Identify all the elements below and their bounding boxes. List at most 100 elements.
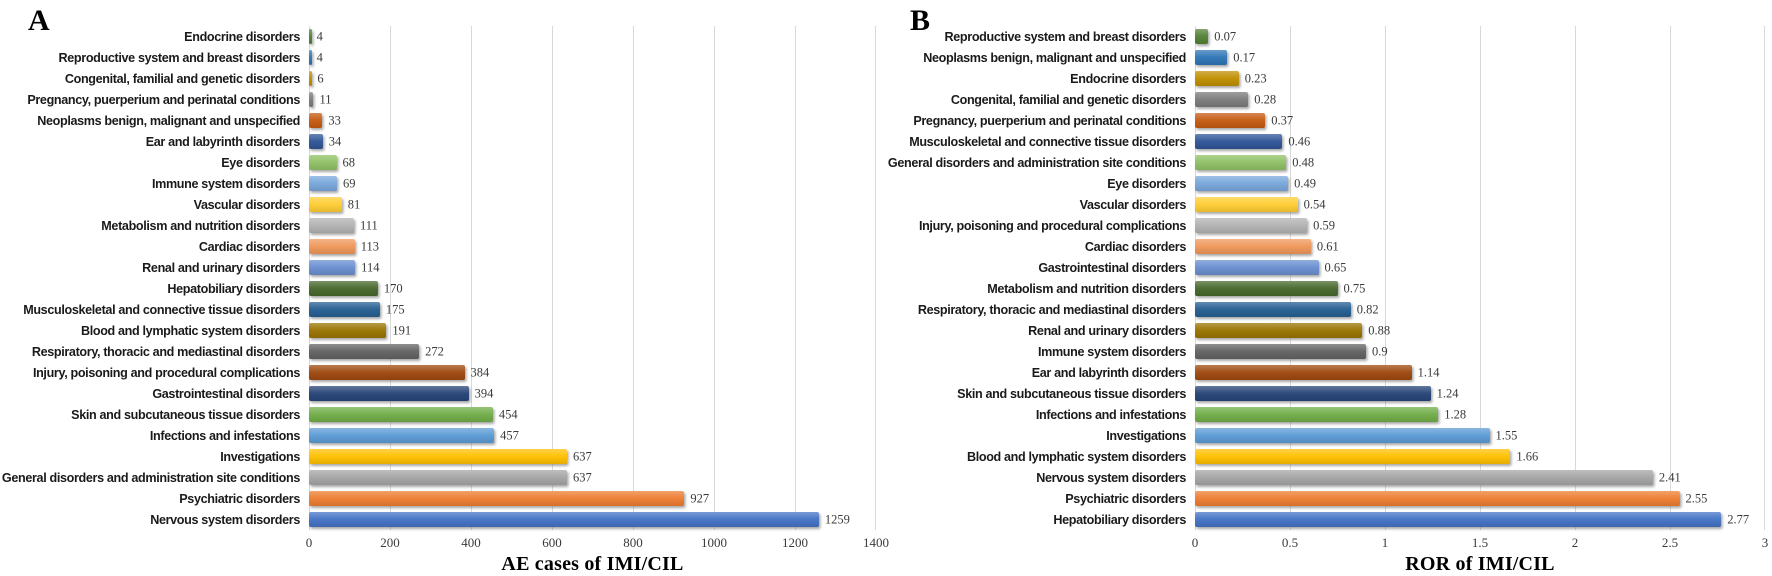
plot-cell: 0.28 (1195, 89, 1765, 110)
plot-cell: 0.48 (1195, 152, 1765, 173)
plot-cell: 1.28 (1195, 404, 1765, 425)
plot-cell: 114 (309, 257, 876, 278)
plot-cell: 1.55 (1195, 425, 1765, 446)
category-label-text: Respiratory, thoracic and mediastinal di… (31, 344, 301, 359)
bar (1195, 386, 1431, 401)
category-label-text: Congenital, familial and genetic disorde… (950, 92, 1186, 107)
axis-spacer (0, 530, 309, 552)
value-label: 11 (319, 92, 332, 106)
category-label-text: Immune system disorders (1037, 344, 1186, 359)
bar-row: Nervous system disorders 1259 (0, 509, 886, 530)
x-tick-label: 1.5 (1471, 535, 1489, 550)
bar-row: Pregnancy, puerperium and perinatal cond… (0, 89, 886, 110)
category-label: Ear and labyrinth disorders (886, 362, 1195, 383)
plot-cell: 33 (309, 110, 876, 131)
category-label: Injury, poisoning and procedural complic… (886, 215, 1195, 236)
x-tick-label: 0 (1191, 535, 1199, 550)
category-label-text: Gastrointestinal disorders (1038, 260, 1186, 275)
category-label: Neoplasms benign, malignant and unspecif… (0, 110, 309, 131)
bar (309, 260, 356, 275)
value-label: 175 (385, 302, 405, 316)
bar (309, 281, 378, 296)
bar (309, 50, 312, 65)
plot-cell: 0.49 (1195, 173, 1765, 194)
value-label: 69 (342, 176, 356, 190)
bar (309, 344, 420, 359)
category-label: Pregnancy, puerperium and perinatal cond… (0, 89, 309, 110)
bar-row: Eye disorders 68 (0, 152, 886, 173)
bar-row: Blood and lymphatic system disorders 191 (0, 320, 886, 341)
value-label: 0.75 (1343, 281, 1366, 295)
bar (1195, 29, 1209, 44)
panel-a-letter: A (28, 4, 50, 37)
value-label: 0.48 (1292, 155, 1315, 169)
category-label-text: Investigations (220, 449, 300, 464)
value-label: 0.28 (1254, 92, 1277, 106)
value-label: 0.49 (1294, 176, 1316, 190)
category-label: Blood and lymphatic system disorders (886, 446, 1195, 467)
bar-row: General disorders and administration sit… (0, 467, 886, 488)
bar (309, 113, 323, 128)
value-label: 0.54 (1303, 197, 1326, 211)
bar-row: Renal and urinary disorders 114 (0, 257, 886, 278)
plot-cell: 6 (309, 68, 876, 89)
category-label: Gastrointestinal disorders (886, 257, 1195, 278)
value-label: 0.46 (1288, 134, 1311, 148)
category-label-text: Investigations (1106, 428, 1186, 443)
x-tick-label: 0 (305, 535, 313, 550)
bar-row: Immune system disorders 0.9 (886, 341, 1772, 362)
plot-cell: 2.77 (1195, 509, 1765, 530)
bar (309, 407, 493, 422)
value-label: 1.24 (1436, 386, 1459, 400)
category-label-text: Musculoskeletal and connective tissue di… (909, 134, 1186, 149)
value-label: 927 (690, 491, 710, 505)
value-label: 0.07 (1214, 29, 1237, 43)
value-label: 0.17 (1233, 50, 1256, 64)
bar (1195, 365, 1412, 380)
bar (1195, 281, 1338, 296)
panel-a-x-axis-title: AE cases of IMI/CIL (501, 553, 684, 575)
category-label-text: Cardiac disorders (1084, 239, 1186, 254)
value-label: 34 (328, 134, 342, 148)
plot-cell: 113 (309, 236, 876, 257)
category-label: Congenital, familial and genetic disorde… (886, 89, 1195, 110)
category-label: Endocrine disorders (886, 68, 1195, 89)
plot-cell: 1259 (309, 509, 876, 530)
category-label: Hepatobiliary disorders (0, 278, 309, 299)
value-label: 0.88 (1368, 323, 1391, 337)
category-label-text: Ear and labyrinth disorders (145, 134, 301, 149)
x-tick-label: 3 (1761, 535, 1769, 550)
value-label: 191 (392, 323, 412, 337)
category-label: Metabolism and nutrition disorders (886, 278, 1195, 299)
category-label: Congenital, familial and genetic disorde… (0, 68, 309, 89)
category-label: General disorders and administration sit… (0, 467, 309, 488)
plot-cell: 272 (309, 341, 876, 362)
value-label: 0.23 (1244, 71, 1267, 85)
value-label: 2.55 (1685, 491, 1708, 505)
category-label-text: Musculoskeletal and connective tissue di… (23, 302, 300, 317)
bar-row: Metabolism and nutrition disorders 0.75 (886, 278, 1772, 299)
value-label: 111 (359, 218, 378, 232)
category-label: Metabolism and nutrition disorders (0, 215, 309, 236)
bar (1195, 155, 1287, 170)
plot-cell: 0.59 (1195, 215, 1765, 236)
bar (309, 386, 469, 401)
plot-cell: 0.07 (1195, 26, 1765, 47)
plot-cell: 927 (309, 488, 876, 509)
bar-row: Congenital, familial and genetic disorde… (886, 89, 1772, 110)
category-label: Skin and subcutaneous tissue disorders (886, 383, 1195, 404)
plot-cell: 0.46 (1195, 131, 1765, 152)
bar-row: Congenital, familial and genetic disorde… (0, 68, 886, 89)
panel-b-x-axis: 0 0.5 1 1.5 2 2.5 3 (886, 530, 1772, 552)
bar (309, 134, 323, 149)
category-label-text: Injury, poisoning and procedural complic… (32, 365, 300, 380)
bar-row: Ear and labyrinth disorders 1.14 (886, 362, 1772, 383)
category-label-text: Endocrine disorders (184, 29, 300, 44)
bar-row: Injury, poisoning and procedural complic… (886, 215, 1772, 236)
bar (309, 176, 337, 191)
category-label-text: Reproductive system and breast disorders (944, 29, 1187, 44)
bar (1195, 302, 1351, 317)
bar-row: Injury, poisoning and procedural complic… (0, 362, 886, 383)
value-label: 1.55 (1495, 428, 1518, 442)
